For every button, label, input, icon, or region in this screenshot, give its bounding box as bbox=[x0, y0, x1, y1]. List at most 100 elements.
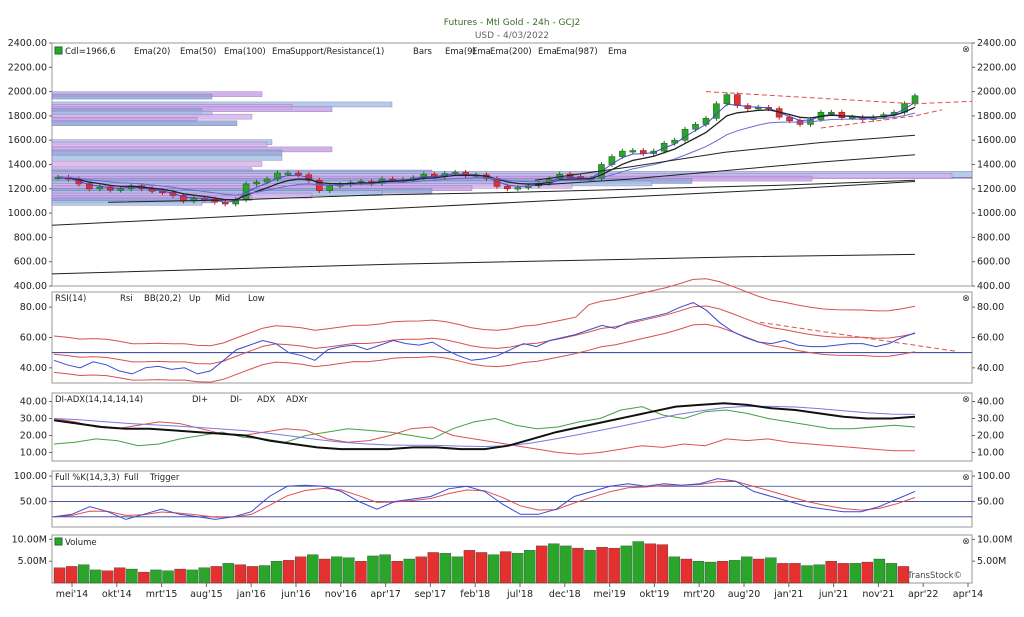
price-legend-item: Ema(987) bbox=[556, 47, 598, 57]
volume-panel-close-icon: ⊗ bbox=[962, 537, 970, 547]
x-tick-label: mrt'15 bbox=[146, 589, 178, 600]
price-legend-item: Cdl=1966,6 bbox=[65, 47, 116, 57]
volume-bar bbox=[475, 552, 488, 584]
x-tick-label: jan'21 bbox=[773, 589, 803, 600]
candle bbox=[504, 186, 511, 190]
price-tick-label-right: 2400.00 bbox=[977, 38, 1016, 49]
volume-bar bbox=[608, 547, 620, 584]
di-plus-line bbox=[53, 406, 916, 447]
price-tick-label-left: 2400.00 bbox=[8, 38, 47, 49]
volume-bar bbox=[572, 547, 584, 584]
adx-tick-label-right: 20.00 bbox=[977, 431, 1004, 442]
adx-tick-label-left: 40.00 bbox=[20, 397, 47, 408]
stoch-panel bbox=[51, 470, 973, 528]
price-legend-item: Support/Resistance(1) bbox=[290, 47, 384, 57]
x-tick-label: mrt'20 bbox=[683, 589, 715, 600]
x-tick-label: nov'16 bbox=[325, 589, 357, 600]
candle bbox=[295, 172, 302, 176]
volume-bar bbox=[162, 570, 174, 584]
stoch-full-line bbox=[53, 478, 916, 520]
x-tick-label: jun'21 bbox=[818, 589, 848, 600]
price-tick-label-left: 2000.00 bbox=[8, 87, 47, 98]
ema-long-line bbox=[51, 253, 916, 275]
x-tick-label: apr'14 bbox=[953, 589, 983, 600]
adx-tick-label-right: 40.00 bbox=[977, 397, 1004, 408]
volume-bar bbox=[150, 569, 162, 584]
candle bbox=[274, 172, 281, 180]
brand-watermark: TransStock© bbox=[907, 571, 963, 581]
candle bbox=[86, 183, 93, 190]
volume-bar bbox=[777, 563, 789, 584]
price-tick-label-left: 1200.00 bbox=[8, 184, 47, 195]
volume-bar bbox=[849, 563, 861, 584]
volume-bar bbox=[246, 566, 259, 584]
price-tick-label-right: 1600.00 bbox=[977, 135, 1016, 146]
adx-legend-item: ADXr bbox=[286, 395, 308, 405]
volume-bar bbox=[102, 570, 114, 584]
volume-profile-bar bbox=[51, 120, 238, 126]
price-tick-label-right: 400.00 bbox=[977, 281, 1010, 292]
volume-bar bbox=[270, 561, 283, 584]
volume-bar bbox=[403, 558, 415, 584]
volume-bar bbox=[511, 553, 524, 584]
volume-bar bbox=[692, 561, 705, 584]
volume-bar bbox=[801, 565, 813, 584]
x-tick-label: okt'14 bbox=[102, 589, 132, 600]
price-tick-label-left: 1600.00 bbox=[8, 135, 47, 146]
price-tick-label-right: 1000.00 bbox=[977, 208, 1016, 219]
volume-bar bbox=[861, 561, 873, 584]
volume-profile-bar bbox=[51, 200, 203, 206]
volume-bar bbox=[174, 568, 186, 584]
volume-tick-label-right: 10.00M bbox=[977, 534, 1012, 545]
volume-bar bbox=[680, 558, 693, 584]
rsi-bb-up-line bbox=[53, 278, 916, 347]
volume-profile-bar bbox=[51, 161, 263, 167]
volume-bar bbox=[873, 558, 886, 584]
x-tick-label: jul'18 bbox=[506, 589, 533, 600]
volume-bar bbox=[765, 557, 777, 584]
volume-tick-label-right: 5.00M bbox=[977, 556, 1006, 567]
volume-bar bbox=[704, 561, 717, 584]
adx-legend-item: ADX bbox=[257, 395, 275, 405]
candle bbox=[96, 186, 104, 190]
candle bbox=[838, 111, 846, 119]
x-tick-label: aug'20 bbox=[728, 589, 761, 600]
candle bbox=[514, 187, 522, 190]
ema-100-line bbox=[534, 154, 916, 186]
volume-bar bbox=[729, 560, 741, 584]
volume-bar bbox=[524, 550, 536, 584]
ema-20-line bbox=[57, 106, 916, 201]
candle bbox=[619, 150, 626, 157]
x-tick-label: apr'17 bbox=[370, 589, 400, 600]
volume-bar bbox=[198, 567, 210, 584]
volume-profile-bar bbox=[51, 155, 283, 161]
price-legend-item: Ema bbox=[472, 47, 491, 57]
volume-bar bbox=[753, 558, 765, 584]
volume-bar bbox=[138, 571, 150, 584]
volume-bar bbox=[114, 567, 126, 584]
volume-bar bbox=[186, 569, 198, 584]
volume-bar bbox=[789, 563, 801, 584]
price-panel-close-icon: ⊗ bbox=[962, 45, 970, 55]
adx-tick-label-left: 10.00 bbox=[20, 448, 47, 459]
volume-bar bbox=[427, 552, 439, 584]
ema-50-line bbox=[57, 112, 916, 196]
price-legend-item: Bars bbox=[413, 47, 433, 57]
ema-200-line bbox=[107, 179, 916, 203]
x-tick-label: okt'19 bbox=[640, 589, 670, 600]
rsi-tick-label-right: 60.00 bbox=[977, 333, 1004, 344]
adx-tick-label-left: 20.00 bbox=[20, 431, 47, 442]
volume-bar bbox=[487, 554, 500, 584]
volume-bar bbox=[307, 554, 319, 584]
rsi-trendline bbox=[759, 321, 956, 352]
stoch-legend-item: Trigger bbox=[149, 473, 180, 483]
price-legend-item: Ema(50) bbox=[180, 47, 216, 57]
chart-title: Futures - Mtl Gold - 24h - GCJ2 bbox=[443, 18, 581, 28]
volume-bar bbox=[77, 564, 90, 584]
volume-bar bbox=[825, 561, 837, 584]
volume-bar bbox=[463, 550, 476, 584]
volume-bar bbox=[53, 567, 66, 584]
price-legend-item: Ema(9) bbox=[445, 47, 476, 57]
